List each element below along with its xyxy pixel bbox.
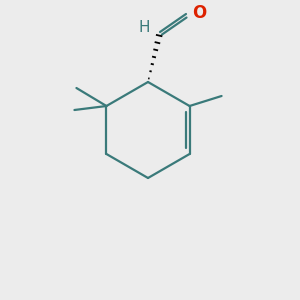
- Text: O: O: [192, 4, 206, 22]
- Text: H: H: [138, 20, 150, 35]
